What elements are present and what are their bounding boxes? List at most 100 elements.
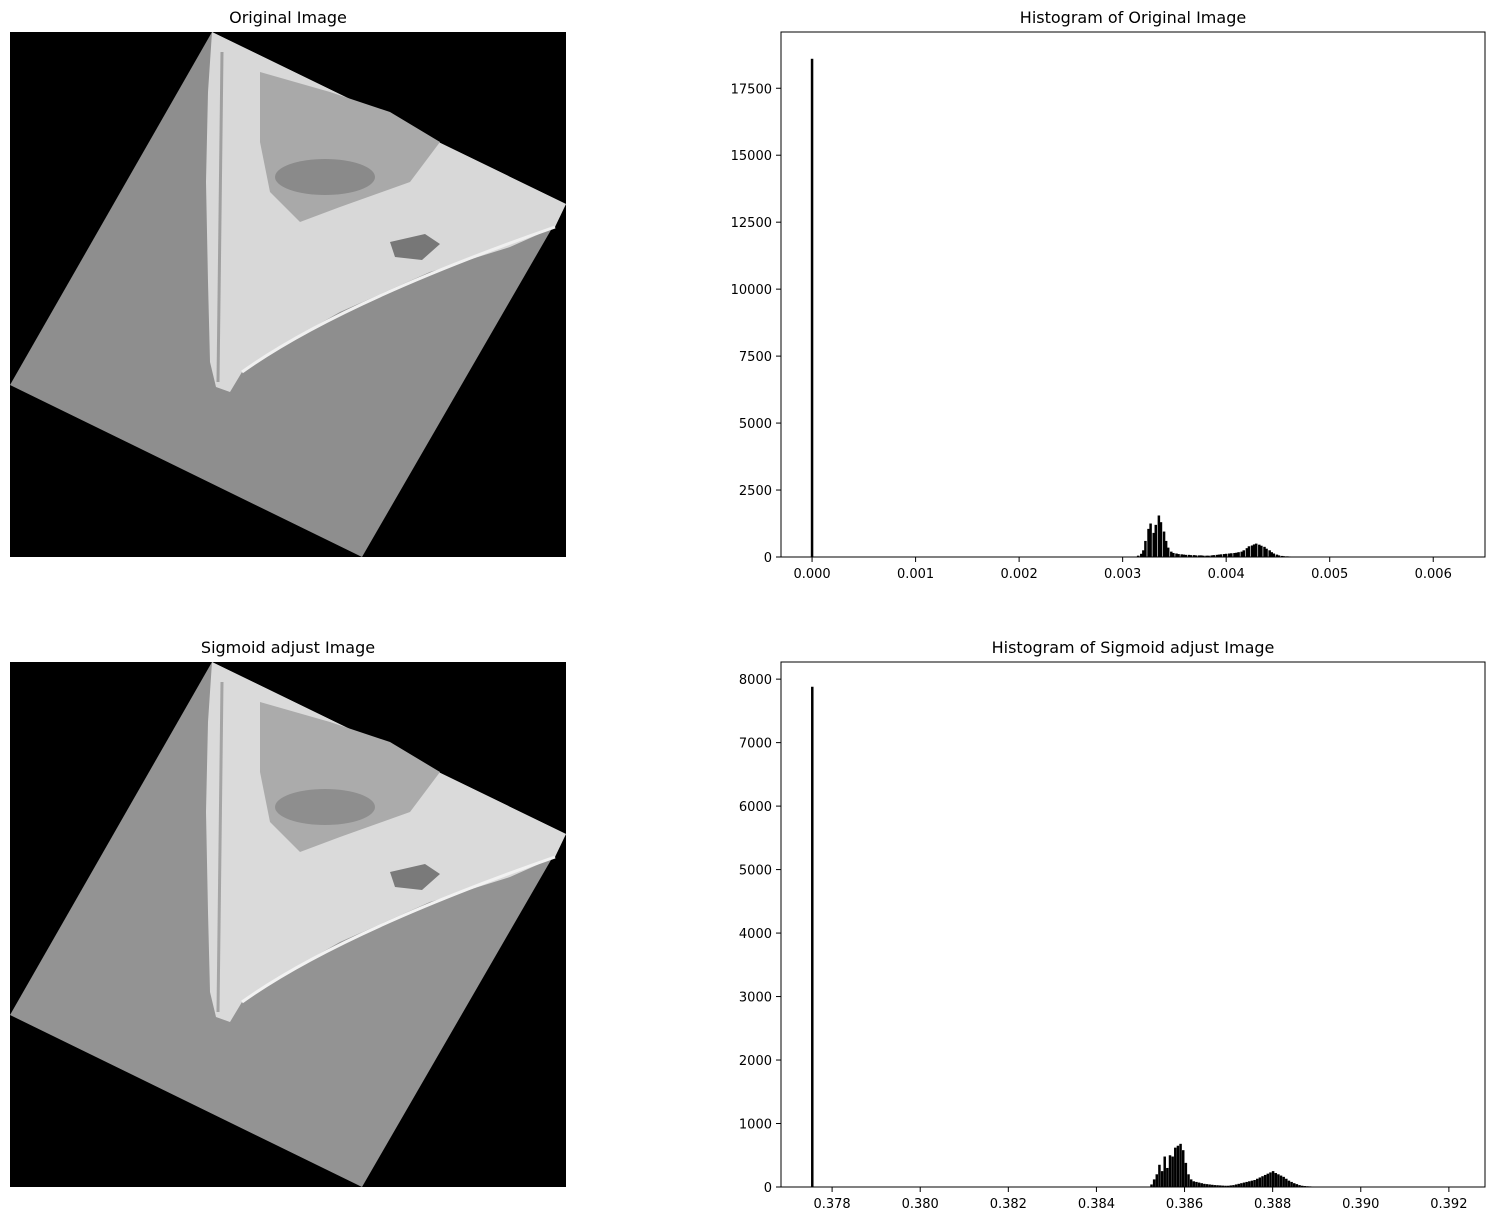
y-tick-label: 15000: [731, 149, 772, 164]
y-tick-label: 5000: [739, 417, 772, 432]
histogram-bar: [1198, 555, 1201, 557]
histogram-bar: [1260, 545, 1263, 557]
histogram-bar: [1184, 1162, 1188, 1187]
histogram-bar: [1211, 1184, 1214, 1187]
x-tick-label: 0.004: [1208, 567, 1245, 582]
histogram-bar: [1217, 554, 1221, 557]
x-tick-label: 0.390: [1342, 1197, 1379, 1212]
histogram-bar: [1300, 1185, 1304, 1187]
histogram-bar: [1189, 555, 1193, 557]
histogram-bar: [1280, 555, 1284, 557]
histogram-bar: [1187, 554, 1191, 557]
histogram-bar: [1237, 1183, 1240, 1187]
histogram-bar: [1171, 1156, 1174, 1187]
axes-frame: [780, 31, 1486, 558]
histogram-bar: [1292, 1183, 1296, 1187]
y-tick-label: 12500: [731, 216, 772, 231]
histogram-bar: [1277, 1174, 1280, 1187]
histogram-bar: [1182, 554, 1185, 557]
histogram-bar: [1252, 544, 1256, 557]
histogram-bar: [1179, 1143, 1182, 1187]
histogram-bar: [1163, 1156, 1166, 1187]
x-tick-label: 0.378: [813, 1197, 850, 1212]
histogram-bar: [1279, 1175, 1283, 1187]
histogram-bar: [1162, 531, 1166, 557]
histogram-bar: [1226, 1185, 1230, 1187]
histogram-bar: [1229, 1185, 1233, 1187]
histogram-bar: [1242, 1182, 1246, 1187]
histogram-bar: [1224, 1185, 1227, 1187]
y-tick-label: 2500: [739, 484, 772, 499]
histogram-bar: [1254, 543, 1258, 557]
x-tick-label: 0.384: [1078, 1197, 1115, 1212]
histogram-bar: [1247, 546, 1251, 557]
histogram-bar: [1187, 1174, 1190, 1187]
original-image: [10, 32, 566, 557]
histogram-bar: [1261, 1176, 1264, 1187]
histogram-bar: [1177, 554, 1180, 557]
histogram-bar: [1274, 1173, 1277, 1187]
histogram-bar: [1271, 1171, 1275, 1187]
histogram-bar: [1235, 552, 1238, 557]
histogram-bar: [1218, 1185, 1222, 1187]
histogram-bar: [1245, 1181, 1248, 1187]
histogram-bar: [1216, 1185, 1219, 1187]
histogram-bar: [1285, 1178, 1288, 1187]
histogram-bar: [1255, 1178, 1259, 1187]
histogram-bar: [1159, 522, 1163, 557]
histogram-bar: [1166, 1167, 1169, 1187]
x-tick-label: 0.003: [1104, 567, 1141, 582]
histogram-bar: [1263, 1174, 1267, 1187]
histogram-bar: [1240, 551, 1243, 557]
histogram-bar: [1266, 1173, 1270, 1187]
histogram-0: Histogram of Original Image 0.000 0.001 0.0…: [731, 8, 1486, 582]
histogram-bar: [1277, 555, 1281, 557]
histogram-bar: [1152, 1179, 1156, 1187]
x-tick-label: 0.380: [902, 1197, 939, 1212]
histogram-bar: [1215, 554, 1219, 557]
histogram-bar: [1175, 553, 1178, 557]
histogram-bar: [1160, 1171, 1164, 1187]
histogram-bar: [1149, 523, 1152, 557]
histogram-bar: [1172, 552, 1175, 557]
x-tick-label: 0.005: [1311, 567, 1348, 582]
histogram-bar: [1282, 1176, 1285, 1187]
histogram-bar: [1242, 550, 1246, 557]
histogram-bar: [1142, 550, 1145, 557]
histogram-bar: [1164, 540, 1168, 557]
histogram-bar: [1170, 551, 1173, 557]
histogram-bar: [1258, 544, 1261, 557]
y-tick-label: 7500: [739, 350, 772, 365]
histogram-bar: [1221, 1185, 1225, 1187]
histogram-bar: [1189, 1179, 1193, 1187]
histogram-bar: [1155, 1174, 1159, 1187]
histogram-1: Histogram of Sigmoid adjust Image 0.378 0.…: [739, 638, 1486, 1212]
histogram-bar: [1180, 554, 1183, 557]
histogram-bar: [1195, 1181, 1198, 1187]
histogram-bar: [1203, 1183, 1206, 1187]
histogram-bar: [1205, 1184, 1209, 1187]
original-image-title: Original Image: [229, 8, 347, 27]
histogram-bar: [1228, 553, 1231, 557]
sigmoid-image-title: Sigmoid adjust Image: [200, 638, 376, 657]
histogram-bar: [1240, 1183, 1243, 1187]
histogram-title: Histogram of Sigmoid adjust Image: [992, 638, 1275, 657]
histogram-bar: [1192, 555, 1196, 557]
histogram-bar: [1207, 555, 1210, 557]
histogram-bar: [1265, 548, 1268, 557]
y-tick-label: 8000: [739, 673, 772, 688]
histogram-bar: [1205, 555, 1208, 557]
histogram-bar: [1232, 1185, 1235, 1187]
histogram-bar: [1253, 1180, 1256, 1187]
x-tick-label: 0.001: [897, 567, 934, 582]
histogram-bar: [810, 58, 814, 558]
histogram-bar: [1154, 524, 1158, 557]
x-tick-label: 0.382: [990, 1197, 1027, 1212]
y-tick-label: 4000: [739, 927, 772, 942]
histogram-bar: [1290, 1181, 1293, 1187]
histogram-title: Histogram of Original Image: [1020, 8, 1246, 27]
histogram-bar: [1263, 546, 1266, 557]
histogram-bar: [1176, 1145, 1180, 1187]
y-tick-label: 10000: [731, 283, 772, 298]
